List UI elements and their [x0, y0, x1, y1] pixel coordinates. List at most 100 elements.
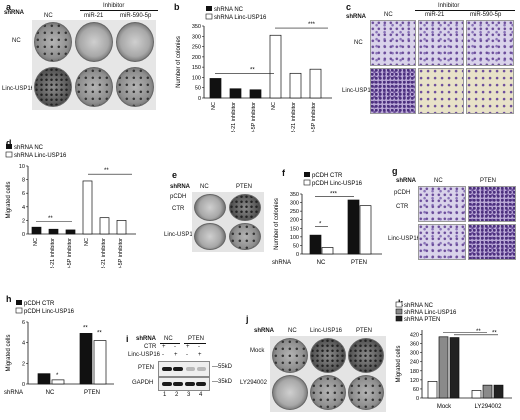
panel-j-col-pten: PTEN — [356, 328, 373, 334]
micro-g-ctr-pten — [468, 186, 516, 222]
panel-label-b: b — [174, 2, 180, 12]
panel-i-ctr-mark-3: + — [186, 344, 190, 350]
chart-d-ytick-label-2: 4 — [22, 205, 25, 211]
panel-c-rows-header: shRNA — [346, 14, 367, 20]
panel-g-col-pten: PTEN — [480, 178, 497, 184]
panel-i-row-linc: Linc-USP16 — [128, 352, 161, 358]
chart-f-xtick-0: NC — [317, 260, 326, 266]
panel-j-col-linc: Linc-USP16 — [310, 328, 343, 334]
panel-a-col-nc: NC — [44, 13, 53, 19]
chart-d-bar-4-1 — [99, 217, 110, 235]
panel-i-row-ctr: CTR — [144, 344, 157, 350]
chart-f-ytick-label-2: 100 — [290, 235, 299, 241]
panel-label-a: a — [6, 2, 12, 12]
chart-d-xtick-1: miR-21 inhibitor — [50, 238, 56, 268]
chart-h-ytick-label-0: 0 — [22, 382, 25, 388]
dish-a-linc-nc — [34, 67, 72, 107]
chart-f-ytick-label-0: 0 — [296, 252, 299, 258]
dish-a-linc-mir21 — [75, 67, 113, 107]
micro-c-nc-mir590 — [466, 20, 514, 66]
chart-h-bar-0-0 — [37, 373, 51, 385]
dish-e-ctr-nc — [194, 194, 226, 221]
chart-h-ytick-label-1: 2 — [22, 361, 25, 367]
chart-f-ytick-label-7: 350 — [290, 192, 299, 198]
chart-k-bar-1-0 — [471, 390, 482, 399]
chart-b-legend-swatch-1 — [205, 13, 213, 20]
chart-k-legend-swatch-1 — [395, 308, 403, 315]
chart-b-xtick-1: miR-21 inhibitor — [231, 102, 237, 132]
chart-h: 0 2 4 6 Migrated cells shRNA NC PTEN pCDH CTR pCD… — [4, 300, 114, 396]
chart-f-sig-1: *** — [330, 192, 338, 198]
chart-f-ylabel: Number of colonies — [274, 198, 280, 250]
chart-k-bar-1-1 — [482, 384, 493, 399]
panel-i-mw-pten: —55kD — [212, 364, 233, 370]
panel-c-col-mir590: miR-590-5p — [470, 12, 502, 18]
panel-label-g: g — [392, 166, 398, 176]
chart-k-ylabel: Migrated cells — [396, 345, 402, 382]
micro-c-linc-nc — [370, 68, 416, 114]
chart-h-sig-0: * — [56, 373, 59, 379]
dish-e-linc-pten — [229, 223, 261, 250]
panel-g-header: shRNA — [396, 178, 417, 184]
chart-k-ytick-label-4: 240 — [410, 360, 419, 366]
panel-i-lane-4: 4 — [199, 392, 203, 398]
micro-g-linc-nc — [418, 224, 466, 260]
chart-d-ytick-label-5: 10 — [19, 164, 25, 170]
chart-k-ytick-label-7: 420 — [410, 333, 419, 339]
chart-f-xprefix: shRNA — [272, 260, 291, 266]
panel-label-h: h — [6, 294, 12, 304]
chart-f-ytick-label-6: 300 — [290, 201, 299, 207]
chart-b-ytick-label-7: 350 — [192, 24, 201, 30]
chart-f-bar-1-0 — [347, 199, 360, 255]
chart-k-bar-0-2 — [449, 337, 460, 399]
chart-d-sig-1: ** — [104, 168, 109, 174]
micro-g-linc-pten — [468, 224, 516, 260]
panel-j-row-ly: LY294002 — [240, 380, 267, 386]
chart-b-ytick-label-4: 200 — [192, 55, 201, 61]
chart-b: 0 50 100 150 200 250 300 350 Number of colonies N… — [176, 6, 332, 132]
chart-b-ytick-label-5: 250 — [192, 45, 201, 51]
dish-e-ctr-pten — [229, 194, 261, 221]
panel-i-blot-gapdh: GAPDH — [132, 380, 154, 386]
chart-k-legend-swatch-2 — [395, 315, 403, 322]
panel-a-row-linc: Linc-USP16 — [2, 86, 35, 92]
chart-f-xtick-1: PTEN — [351, 260, 367, 266]
dish-j-ly-nc — [272, 375, 308, 410]
blot-gapdh — [158, 377, 210, 391]
dish-j-ly-pten — [348, 375, 384, 410]
chart-d-bar-2-0 — [65, 229, 76, 235]
chart-b-ytick-label-3: 150 — [192, 65, 201, 71]
chart-k-ytick-label-2: 120 — [410, 378, 419, 384]
chart-k-legend-2: shRNA PTEN — [404, 317, 440, 323]
panel-i-blot-pten: PTEN — [138, 365, 155, 371]
chart-h-legend-0: pCDH CTR — [24, 301, 55, 307]
panel-g-row-linc: Linc-USP16 — [388, 236, 421, 242]
dish-j-mock-linc — [310, 338, 346, 373]
chart-f-legend-swatch-1 — [303, 179, 311, 186]
chart-d-xtick-4: miR-21 inhibitor — [101, 238, 107, 268]
panel-a-col-mir21: miR-21 — [84, 13, 104, 19]
chart-f-legend-0: pCDH CTR — [312, 173, 343, 179]
panel-a-row-nc: NC — [12, 38, 21, 44]
panel-c-row-linc: Linc-USP16 — [342, 88, 375, 94]
band-pten-2 — [173, 367, 183, 371]
chart-h-legend-swatch-0 — [16, 300, 22, 305]
panel-i-lane-3: 3 — [187, 392, 191, 398]
dish-a-linc-mir590 — [116, 67, 154, 107]
micro-c-linc-mir21 — [418, 68, 464, 114]
chart-b-ylabel: Number of colonies — [176, 36, 182, 88]
chart-b-bar-4-1 — [289, 72, 302, 99]
panel-i-linc-mark-1: - — [162, 352, 164, 358]
band-pten-1 — [162, 367, 172, 371]
chart-b-ytick-label-0: 0 — [198, 96, 201, 102]
chart-d-bar-0-0 — [31, 226, 42, 235]
panel-j-row-mock: Mock — [250, 348, 265, 354]
chart-k-xtick-0: Mock — [437, 404, 452, 410]
chart-h-sig-2: ** — [97, 331, 102, 337]
chart-d-legend-1: shRNA Linc-USP16 — [14, 153, 67, 159]
chart-f-bar-1-1 — [359, 205, 372, 255]
chart-f: 0 50 100 150 200 250 300 350 Number of colonies s… — [272, 172, 382, 266]
micro-c-linc-mir590 — [466, 68, 514, 114]
chart-b-bar-1-0 — [229, 88, 242, 99]
chart-h-bar-0-1 — [51, 379, 65, 385]
